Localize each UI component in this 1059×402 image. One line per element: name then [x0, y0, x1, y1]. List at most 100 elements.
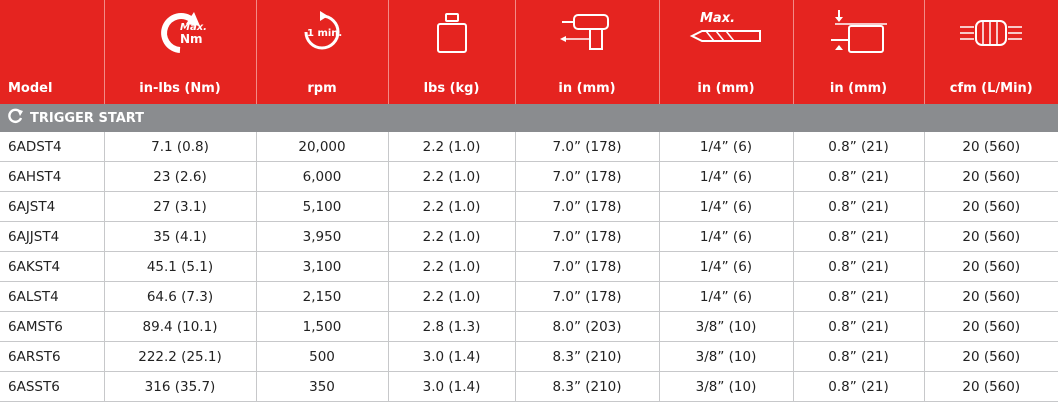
cell-offset: 0.8” (21)	[793, 251, 925, 282]
max-bit-icon-text: Max.	[700, 11, 735, 26]
cell-length: 8.3” (210)	[515, 371, 660, 402]
header-torque: Max. Nm in-lbs (Nm)	[104, 0, 257, 104]
header-label: in (mm)	[558, 81, 616, 96]
header-airflow: cfm (L/Min)	[924, 0, 1058, 104]
cell-max-bit: 1/4” (6)	[659, 161, 794, 192]
cell-length: 7.0” (178)	[515, 191, 660, 222]
header-label: rpm	[307, 81, 337, 96]
cell-speed: 3,100	[256, 251, 389, 282]
section-row: TRIGGER START	[0, 104, 1058, 132]
speed-icon-text: 1 min.	[307, 28, 342, 39]
cell-length: 8.3” (210)	[515, 341, 660, 372]
cell-torque: 64.6 (7.3)	[104, 281, 257, 312]
cell-max-bit: 1/4” (6)	[659, 191, 794, 222]
table-row: 6ARST6 222.2 (25.1) 500 3.0 (1.4) 8.3” (210)…	[0, 341, 1058, 372]
cell-torque: 27 (3.1)	[104, 191, 257, 222]
header-label: lbs (kg)	[423, 81, 480, 96]
cell-airflow: 20 (560)	[924, 251, 1058, 282]
cell-airflow: 20 (560)	[924, 132, 1058, 162]
cell-length: 7.0” (178)	[515, 251, 660, 282]
cell-airflow: 20 (560)	[924, 221, 1058, 252]
cell-max-bit: 1/4” (6)	[659, 132, 794, 162]
weight-icon	[389, 6, 515, 60]
header-label: in (mm)	[829, 81, 888, 96]
cell-torque: 35 (4.1)	[104, 221, 257, 252]
cell-offset: 0.8” (21)	[793, 311, 925, 342]
cell-length: 7.0” (178)	[515, 132, 660, 162]
cell-torque: 45.1 (5.1)	[104, 251, 257, 282]
cell-offset: 0.8” (21)	[793, 161, 925, 192]
tool-length-icon	[516, 6, 659, 60]
cell-weight: 2.2 (1.0)	[388, 281, 516, 312]
cell-offset: 0.8” (21)	[793, 371, 925, 402]
cell-speed: 5,100	[256, 191, 389, 222]
torque-icon-max-text: Max.	[180, 22, 207, 33]
table-row: 6ASST6 316 (35.7) 350 3.0 (1.4) 8.3” (210) 3/…	[0, 371, 1058, 402]
cell-model: 6ASST6	[0, 371, 105, 402]
cell-model: 6AJJST4	[0, 221, 105, 252]
table-row: 6AMST6 89.4 (10.1) 1,500 2.8 (1.3) 8.0” (203…	[0, 311, 1058, 342]
cell-airflow: 20 (560)	[924, 371, 1058, 402]
cell-weight: 2.2 (1.0)	[388, 221, 516, 252]
cell-model: 6ADST4	[0, 132, 105, 162]
cell-weight: 2.2 (1.0)	[388, 132, 516, 162]
cell-torque: 222.2 (25.1)	[104, 341, 257, 372]
table-row: 6ALST4 64.6 (7.3) 2,150 2.2 (1.0) 7.0” (178)…	[0, 281, 1058, 312]
cell-max-bit: 1/4” (6)	[659, 281, 794, 312]
cell-speed: 2,150	[256, 281, 389, 312]
cell-airflow: 20 (560)	[924, 311, 1058, 342]
chuck-offset-icon	[794, 6, 924, 60]
cell-airflow: 20 (560)	[924, 341, 1058, 372]
section-cell: TRIGGER START	[0, 104, 1058, 132]
header-max-bit: Max. in (mm)	[659, 0, 794, 104]
cell-speed: 3,950	[256, 221, 389, 252]
cell-airflow: 20 (560)	[924, 281, 1058, 312]
cell-offset: 0.8” (21)	[793, 132, 925, 162]
section-title: TRIGGER START	[30, 110, 145, 126]
torque-icon-unit-text: Nm	[180, 32, 203, 46]
cell-torque: 316 (35.7)	[104, 371, 257, 402]
cell-weight: 3.0 (1.4)	[388, 371, 516, 402]
cell-length: 7.0” (178)	[515, 281, 660, 312]
cell-speed: 6,000	[256, 161, 389, 192]
cell-max-bit: 1/4” (6)	[659, 251, 794, 282]
table-row: 6AHST4 23 (2.6) 6,000 2.2 (1.0) 7.0” (178) 1/…	[0, 161, 1058, 192]
table-body: 6ADST4 7.1 (0.8) 20,000 2.2 (1.0) 7.0” (178)…	[0, 132, 1058, 402]
cell-length: 7.0” (178)	[515, 221, 660, 252]
cell-airflow: 20 (560)	[924, 191, 1058, 222]
cell-airflow: 20 (560)	[924, 161, 1058, 192]
cell-offset: 0.8” (21)	[793, 191, 925, 222]
cell-weight: 2.2 (1.0)	[388, 161, 516, 192]
cell-model: 6AJST4	[0, 191, 105, 222]
cell-max-bit: 1/4” (6)	[659, 221, 794, 252]
cell-weight: 2.2 (1.0)	[388, 191, 516, 222]
cell-model: 6AKST4	[0, 251, 105, 282]
cell-max-bit: 3/8” (10)	[659, 341, 794, 372]
header-label: cfm (L/Min)	[949, 81, 1033, 96]
table-row: 6AJJST4 35 (4.1) 3,950 2.2 (1.0) 7.0” (178) 1…	[0, 221, 1058, 252]
cell-torque: 89.4 (10.1)	[104, 311, 257, 342]
refresh-arrow-icon	[8, 108, 24, 128]
cell-weight: 2.8 (1.3)	[388, 311, 516, 342]
speed-per-minute-icon: 1 min.	[257, 6, 388, 60]
cell-model: 6AHST4	[0, 161, 105, 192]
cell-torque: 23 (2.6)	[104, 161, 257, 192]
header-speed: 1 min. rpm	[256, 0, 389, 104]
header-label: in (mm)	[697, 81, 755, 96]
header-model: Model	[0, 0, 105, 104]
cell-offset: 0.8” (21)	[793, 341, 925, 372]
cell-max-bit: 3/8” (10)	[659, 371, 794, 402]
max-drill-bit-icon: Max.	[660, 6, 793, 60]
header-row: Model Max. Nm in-lbs (Nm)	[0, 0, 1058, 104]
header-weight: lbs (kg)	[388, 0, 516, 104]
header-offset: in (mm)	[793, 0, 925, 104]
air-flow-icon	[925, 6, 1059, 60]
cell-weight: 3.0 (1.4)	[388, 341, 516, 372]
cell-length: 7.0” (178)	[515, 161, 660, 192]
cell-length: 8.0” (203)	[515, 311, 660, 342]
cell-model: 6AMST6	[0, 311, 105, 342]
table-row: 6ADST4 7.1 (0.8) 20,000 2.2 (1.0) 7.0” (178)…	[0, 132, 1058, 162]
table-row: 6AKST4 45.1 (5.1) 3,100 2.2 (1.0) 7.0” (178)…	[0, 251, 1058, 282]
